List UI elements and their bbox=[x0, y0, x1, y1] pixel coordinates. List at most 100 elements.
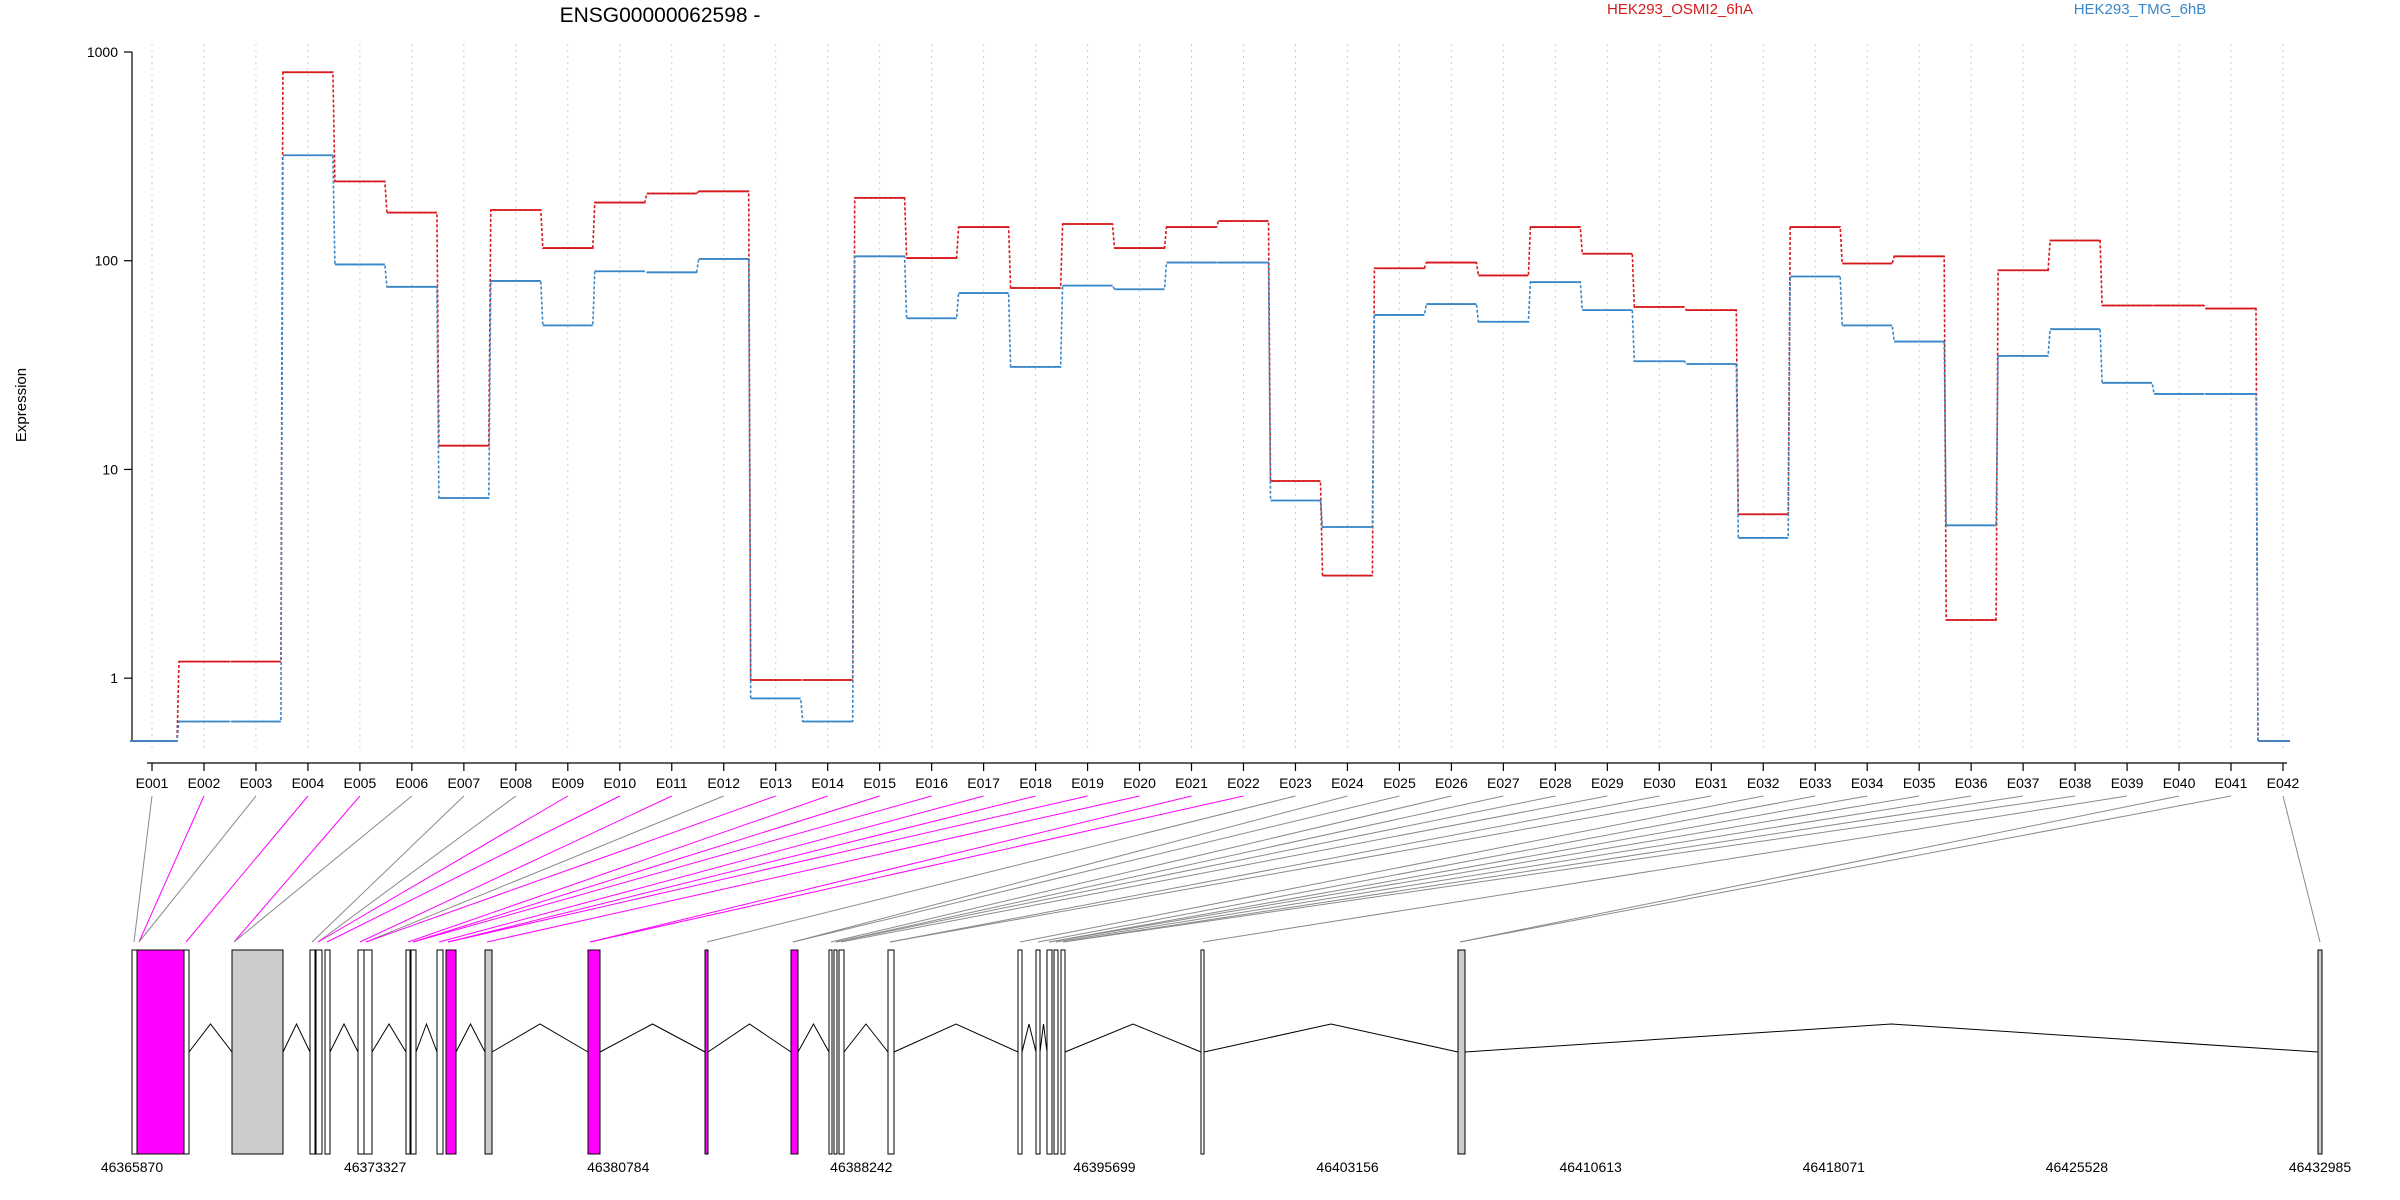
exon-connector bbox=[138, 795, 205, 943]
exon-block bbox=[1017, 949, 1023, 1155]
coordinate-label: 46425528 bbox=[2046, 1159, 2109, 1175]
x-tick-label: E014 bbox=[811, 775, 844, 791]
exon-block bbox=[484, 949, 493, 1155]
exon-block bbox=[887, 949, 895, 1155]
coordinate-label: 46380784 bbox=[587, 1159, 650, 1175]
exon-connector bbox=[1019, 795, 1764, 943]
intron-line bbox=[1064, 1023, 1202, 1053]
exon-block bbox=[315, 949, 323, 1155]
exon-block bbox=[704, 949, 709, 1155]
exon-connector bbox=[1202, 795, 2128, 943]
exon-block bbox=[790, 949, 799, 1155]
exon-connector bbox=[407, 795, 828, 943]
x-tick-label: E010 bbox=[603, 775, 636, 791]
intron-line bbox=[1203, 1023, 1459, 1053]
x-tick-label: E002 bbox=[188, 775, 221, 791]
exon-connector bbox=[840, 795, 1608, 943]
x-ticks: E001 E002 E003 E004 E005 E006 E007 E008 E009 E010… bbox=[136, 763, 2300, 791]
x-tick-label: E040 bbox=[2163, 775, 2196, 791]
exon-connector bbox=[412, 795, 880, 943]
exon-connector bbox=[792, 795, 1348, 943]
x-tick-label: E012 bbox=[707, 775, 740, 791]
intron-line bbox=[707, 1023, 792, 1053]
intron-line bbox=[491, 1023, 589, 1053]
exon-connector bbox=[311, 795, 465, 943]
exon-connector bbox=[326, 795, 621, 943]
exon-block bbox=[445, 949, 457, 1155]
coordinate-label: 46395699 bbox=[1073, 1159, 1136, 1175]
coordinate-label: 46388242 bbox=[830, 1159, 893, 1175]
exon-connector-lines bbox=[133, 795, 2321, 943]
exon-block bbox=[1060, 949, 1066, 1155]
series-line bbox=[130, 154, 2290, 742]
exon-connector bbox=[889, 795, 1660, 943]
x-tick-label: E018 bbox=[1019, 775, 1052, 791]
exon-connector bbox=[365, 795, 776, 943]
intron-line bbox=[188, 1023, 233, 1053]
exon-connector bbox=[447, 795, 1036, 943]
coordinate-label: 46418071 bbox=[1803, 1159, 1866, 1175]
x-tick-label: E008 bbox=[499, 775, 532, 791]
intron-line bbox=[1021, 1023, 1037, 1053]
exon-block bbox=[828, 949, 833, 1155]
exon-connector bbox=[1062, 795, 2076, 943]
exon-connector bbox=[589, 795, 1192, 943]
x-tick-label: E013 bbox=[759, 775, 792, 791]
exon-block bbox=[1200, 949, 1205, 1155]
exon-connector bbox=[365, 795, 724, 943]
intron-line bbox=[1464, 1023, 2319, 1053]
exon-connector bbox=[1459, 795, 2180, 943]
x-tick-label: E037 bbox=[2007, 775, 2040, 791]
exon-block bbox=[436, 949, 444, 1155]
exon-connector bbox=[438, 795, 984, 943]
x-tick-label: E027 bbox=[1487, 775, 1520, 791]
x-tick-label: E017 bbox=[967, 775, 1000, 791]
x-tick-label: E006 bbox=[396, 775, 429, 791]
x-tick-label: E023 bbox=[1279, 775, 1312, 791]
coordinate-label: 46410613 bbox=[1560, 1159, 1623, 1175]
exon-block bbox=[2317, 949, 2323, 1155]
exon-block bbox=[1457, 949, 1466, 1155]
x-tick-label: E011 bbox=[656, 775, 688, 791]
exon-connector bbox=[1062, 795, 2024, 943]
exon-connector bbox=[830, 795, 1452, 943]
intron-line bbox=[1039, 1023, 1048, 1053]
x-tick-label: E042 bbox=[2267, 775, 2300, 791]
x-tick-label: E038 bbox=[2059, 775, 2092, 791]
exon-connector bbox=[317, 795, 569, 943]
exon-connector bbox=[706, 795, 1296, 943]
x-tick-label: E034 bbox=[1851, 775, 1884, 791]
y-tick-label: 1 bbox=[110, 670, 118, 686]
exon-block bbox=[1053, 949, 1059, 1155]
exon-connector bbox=[317, 795, 517, 943]
x-tick-label: E032 bbox=[1747, 775, 1780, 791]
series-2 bbox=[130, 154, 2290, 742]
exon-connector bbox=[1459, 795, 2232, 943]
x-tick-label: E007 bbox=[448, 775, 481, 791]
x-tick-label: E028 bbox=[1539, 775, 1572, 791]
exon-block bbox=[838, 949, 845, 1155]
exon-connector bbox=[889, 795, 1712, 943]
exon-block bbox=[587, 949, 601, 1155]
exon-block bbox=[183, 949, 190, 1155]
intron-line bbox=[797, 1022, 830, 1053]
exon-block bbox=[363, 949, 373, 1155]
chart-title: ENSG00000062598 - bbox=[560, 4, 761, 27]
exon-connector bbox=[233, 795, 361, 943]
x-tick-label: E035 bbox=[1903, 775, 1936, 791]
axes bbox=[131, 52, 2287, 764]
x-tick-label: E015 bbox=[863, 775, 896, 791]
exon-block bbox=[324, 949, 331, 1155]
x-tick-label: E030 bbox=[1643, 775, 1676, 791]
series-line bbox=[130, 71, 2290, 742]
exon-connector bbox=[233, 795, 413, 943]
y-tick-label: 100 bbox=[95, 253, 119, 269]
gene-model-track bbox=[131, 949, 2323, 1155]
exon-connector bbox=[2282, 795, 2321, 943]
exon-connector bbox=[1048, 795, 1868, 943]
x-tick-label: E009 bbox=[551, 775, 584, 791]
intron-line bbox=[843, 1023, 889, 1053]
exon-connector bbox=[792, 795, 1400, 943]
exon-connector bbox=[1048, 795, 1920, 943]
y-ticks: 1 10 100 1000 bbox=[87, 44, 132, 686]
